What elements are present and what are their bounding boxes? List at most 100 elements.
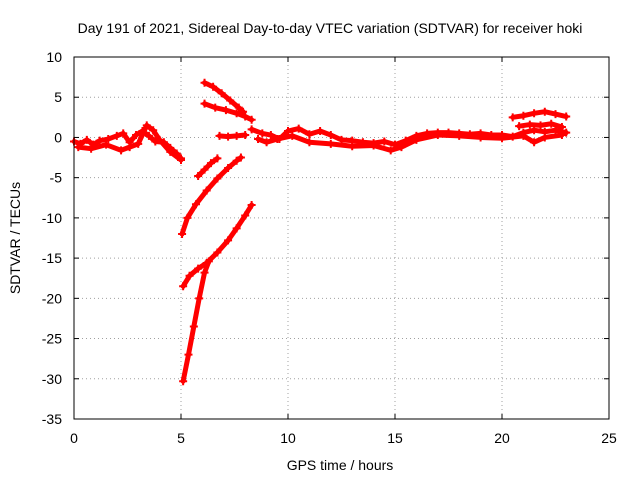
data-point bbox=[142, 121, 151, 130]
data-point bbox=[200, 99, 209, 108]
series-line bbox=[179, 155, 244, 237]
data-point bbox=[211, 103, 220, 112]
x-tick-label: 5 bbox=[177, 430, 185, 446]
grid bbox=[74, 57, 609, 419]
data-point bbox=[166, 147, 175, 156]
data-point bbox=[224, 132, 233, 141]
x-tick-label: 10 bbox=[280, 430, 296, 446]
data-point bbox=[412, 135, 421, 144]
data-point bbox=[177, 155, 185, 164]
y-tick-label: -5 bbox=[50, 170, 63, 186]
x-axis-label: GPS time / hours bbox=[287, 457, 394, 473]
y-tick-label: -15 bbox=[42, 250, 62, 266]
data-point bbox=[132, 131, 141, 140]
data-point bbox=[184, 350, 193, 359]
data-point bbox=[254, 135, 263, 144]
data-point bbox=[217, 89, 226, 98]
data-point bbox=[241, 131, 250, 140]
data-point bbox=[213, 174, 222, 183]
x-tick-label: 25 bbox=[601, 430, 617, 446]
data-point bbox=[498, 134, 506, 143]
data-point bbox=[195, 294, 204, 303]
data-point bbox=[117, 146, 126, 155]
data-point bbox=[82, 135, 91, 144]
data-point bbox=[179, 377, 188, 386]
data-point bbox=[266, 131, 275, 140]
data-point bbox=[191, 200, 200, 209]
series-trace bbox=[200, 78, 248, 116]
data-point bbox=[551, 110, 560, 119]
series-trace bbox=[179, 201, 256, 291]
data-point bbox=[380, 137, 389, 146]
data-point bbox=[369, 141, 378, 150]
data-point bbox=[530, 126, 539, 135]
data-point bbox=[179, 282, 188, 291]
data-point bbox=[134, 139, 143, 148]
data-point bbox=[209, 82, 218, 91]
data-point bbox=[294, 124, 303, 133]
series-trace bbox=[178, 153, 245, 238]
data-point bbox=[247, 201, 256, 210]
data-point bbox=[247, 115, 256, 124]
data-point bbox=[102, 140, 111, 149]
data-point bbox=[185, 271, 194, 280]
data-point bbox=[189, 322, 198, 331]
data-point bbox=[232, 131, 241, 140]
series-layer bbox=[70, 78, 571, 386]
series-trace bbox=[508, 107, 571, 122]
data-point bbox=[348, 142, 357, 151]
data-point bbox=[530, 138, 539, 147]
data-point bbox=[194, 172, 203, 181]
data-point bbox=[476, 133, 485, 142]
y-tick-label: 0 bbox=[54, 129, 62, 145]
x-tick-label: 0 bbox=[70, 430, 78, 446]
data-point bbox=[262, 138, 271, 147]
series-trace bbox=[515, 119, 566, 131]
data-point bbox=[326, 139, 335, 148]
data-point bbox=[213, 154, 222, 163]
data-point bbox=[224, 164, 233, 173]
data-point bbox=[316, 127, 325, 136]
y-tick-label: -10 bbox=[42, 210, 62, 226]
data-point bbox=[178, 229, 187, 238]
data-point bbox=[87, 144, 96, 153]
data-point bbox=[337, 135, 346, 144]
chart-title: Day 191 of 2021, Sidereal Day-to-day VTE… bbox=[78, 20, 583, 36]
data-point bbox=[386, 146, 395, 155]
data-point bbox=[119, 129, 128, 138]
data-point bbox=[232, 156, 241, 165]
y-tick-label: -35 bbox=[42, 411, 62, 427]
x-axis-ticks: 0 5 10 15 20 25 bbox=[70, 57, 617, 446]
data-point bbox=[540, 133, 549, 142]
data-point bbox=[433, 131, 442, 140]
data-point bbox=[194, 264, 203, 273]
data-point bbox=[200, 268, 209, 277]
data-point bbox=[234, 103, 243, 112]
data-point bbox=[202, 258, 211, 267]
data-point bbox=[155, 135, 164, 144]
series-trace bbox=[194, 154, 222, 181]
data-point bbox=[557, 122, 566, 131]
data-point bbox=[562, 112, 571, 121]
data-point bbox=[183, 213, 192, 222]
y-axis-label: SDTVAR / TECUs bbox=[7, 182, 23, 294]
data-point bbox=[241, 112, 250, 121]
data-point bbox=[519, 111, 528, 120]
data-point bbox=[104, 135, 113, 144]
data-point bbox=[397, 143, 406, 152]
data-point bbox=[540, 107, 549, 116]
data-point bbox=[305, 138, 314, 147]
data-point bbox=[536, 121, 545, 130]
data-point bbox=[232, 109, 241, 118]
data-point bbox=[241, 211, 250, 220]
y-tick-label: 10 bbox=[46, 49, 62, 65]
data-point bbox=[288, 131, 297, 140]
data-point bbox=[247, 125, 256, 134]
data-point bbox=[305, 130, 314, 139]
y-tick-label: -20 bbox=[42, 290, 62, 306]
series-trace bbox=[254, 131, 566, 155]
data-point bbox=[519, 131, 528, 140]
y-axis-ticks: -35 -30 -25 -20 -15 -10 -5 0 5 10 bbox=[42, 49, 609, 427]
data-point bbox=[206, 159, 215, 168]
